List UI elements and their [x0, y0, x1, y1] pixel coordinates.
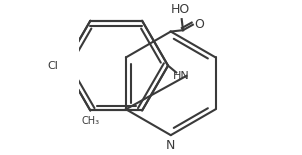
Text: N: N	[166, 139, 175, 152]
Text: Cl: Cl	[47, 61, 58, 71]
Text: O: O	[194, 18, 204, 31]
Text: HO: HO	[171, 3, 190, 16]
Text: CH₃: CH₃	[81, 116, 99, 126]
Text: HN: HN	[173, 71, 190, 81]
